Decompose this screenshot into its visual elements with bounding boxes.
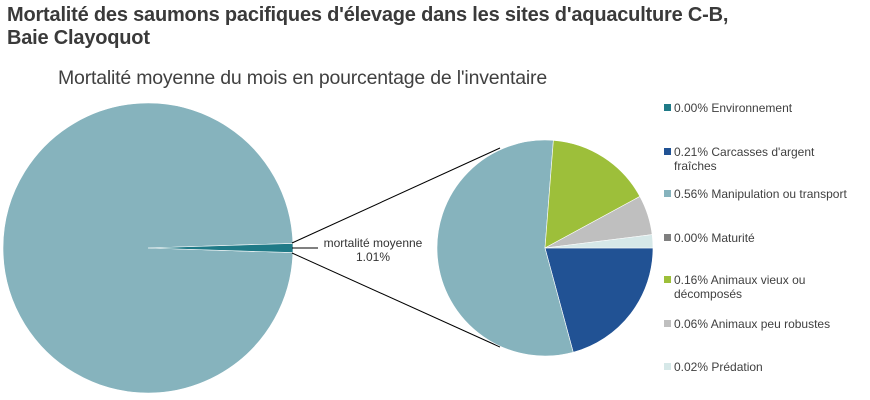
main-pie [2, 102, 294, 394]
legend-label-line1: 0.02% Prédation [674, 360, 763, 374]
chart-title-line1: Mortalité des saumons pacifiques d'éleva… [7, 4, 729, 26]
secondary-pie-slice [436, 139, 574, 357]
secondary-pie [436, 139, 654, 357]
secondary-pie-slice [544, 247, 654, 353]
callout-line2: 1.01% [355, 250, 391, 264]
connector-lines [291, 147, 501, 348]
legend-swatch [664, 234, 671, 241]
legend-swatch [664, 276, 671, 283]
legend-label: 0.16% Animaux vieux ou décomposés [674, 273, 870, 301]
chart-title: Mortalité des saumons pacifiques d'éleva… [7, 4, 728, 50]
legend-label: 0.00% Environnement [674, 101, 870, 115]
chart-title-line2: Baie Clayoquot [7, 27, 150, 49]
legend-label: 0.56% Manipulation ou transport [674, 187, 870, 201]
legend-label-line1: 0.00% Maturité [674, 231, 755, 245]
legend-swatch [664, 104, 671, 111]
legend-label-line1: 0.00% Environnement [674, 101, 793, 115]
chart-subtitle: Mortalité moyenne du mois en pourcentage… [58, 67, 547, 89]
legend-label-line2: décomposés [674, 287, 743, 301]
callout-label: mortalité moyenne 1.01% [318, 236, 428, 264]
secondary-pie-slice [544, 234, 654, 249]
main-pie-slice-remaining [2, 102, 294, 394]
legend-swatch [664, 320, 671, 327]
legend-label-line1: 0.21% Carcasses d'argent [674, 145, 815, 159]
legend-label-line1: 0.56% Manipulation ou transport [674, 187, 847, 201]
secondary-pie-slice [544, 140, 641, 249]
legend-swatch [664, 363, 671, 370]
legend-label-line1: 0.16% Animaux vieux ou [674, 273, 806, 287]
legend-swatch [664, 148, 671, 155]
legend-label: 0.21% Carcasses d'argent fraîches [674, 145, 870, 173]
legend-label: 0.02% Prédation [674, 360, 870, 374]
legend-label: 0.00% Maturité [674, 231, 870, 245]
legend-label: 0.06% Animaux peu robustes [674, 317, 870, 331]
callout-line1: mortalité moyenne [323, 236, 423, 250]
legend-label-line1: 0.06% Animaux peu robustes [674, 317, 831, 331]
legend-label-line2: fraîches [674, 159, 717, 173]
legend-swatch [664, 190, 671, 197]
